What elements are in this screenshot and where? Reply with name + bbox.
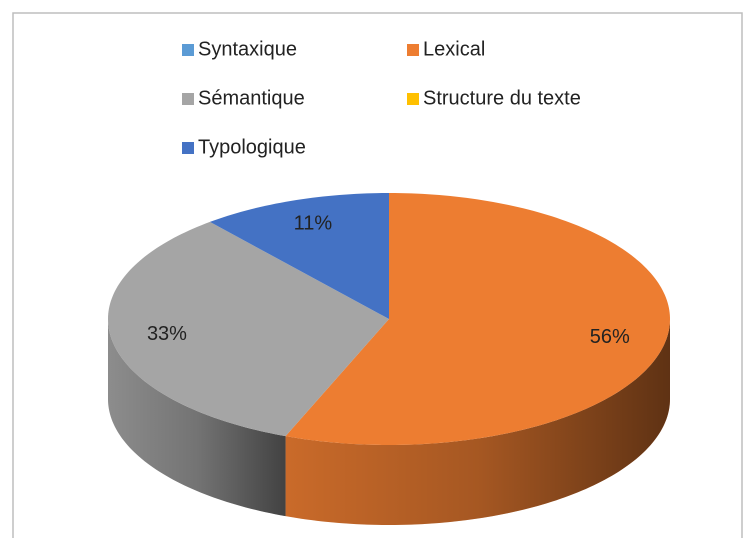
legend-swatch: [407, 93, 419, 105]
slice: [285, 193, 670, 445]
legend-swatch: [407, 44, 419, 56]
slice-side-shade: [108, 319, 286, 517]
slice: [209, 193, 389, 319]
legend-label: Sémantique: [198, 87, 305, 109]
slice-side-shade: [285, 319, 670, 525]
legend-swatch: [182, 142, 194, 154]
data-label: 56%: [590, 326, 630, 348]
legend-swatch: [182, 44, 194, 56]
legend-swatch: [182, 93, 194, 105]
legend-label: Lexical: [423, 38, 485, 60]
slice: [108, 221, 389, 437]
legend-label: Structure du texte: [423, 87, 581, 109]
legend-label: Typologique: [198, 136, 306, 158]
data-label: 33%: [147, 323, 187, 345]
legend-label: Syntaxique: [198, 38, 297, 60]
data-label: 11%: [294, 212, 333, 234]
chart-frame: [12, 12, 743, 538]
